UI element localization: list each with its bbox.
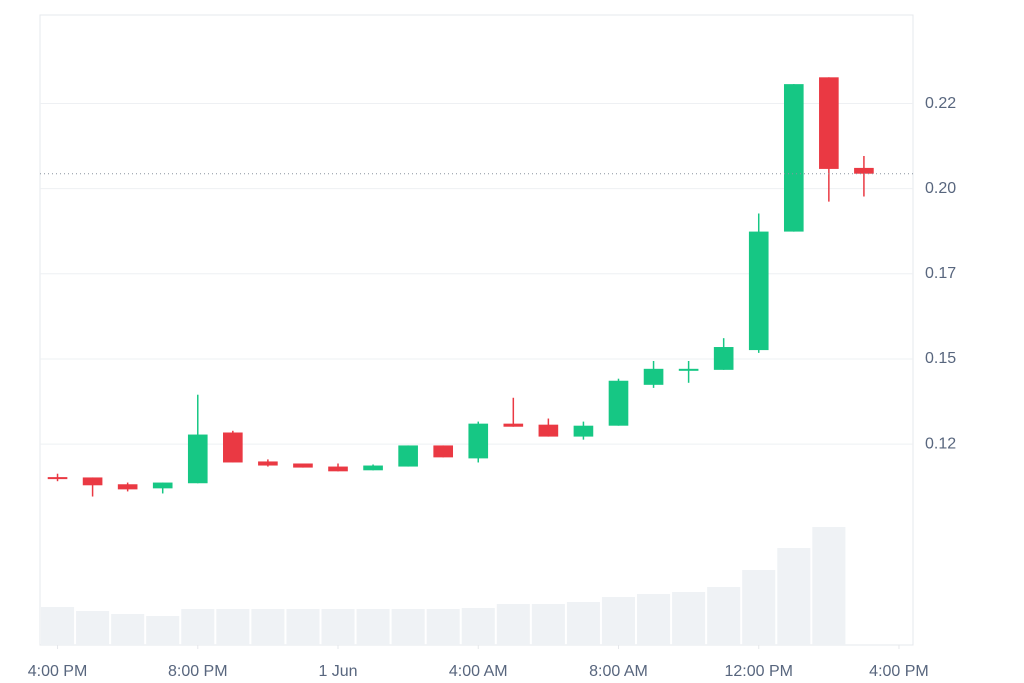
candle-body [223,432,243,463]
volume-bar [461,608,495,645]
candle-body [433,445,454,458]
candle-body [363,465,383,471]
volume-bar [286,609,320,645]
y-tick-label: 0.15 [925,350,956,367]
candle-body [573,425,594,437]
candle-body [503,423,524,427]
volume-bar [321,609,355,645]
candle-body [748,231,769,351]
volume-bar [251,609,285,645]
volume-bar [812,527,846,645]
x-tick-label: 12:00 PM [724,663,792,680]
volume-bar [601,597,636,645]
candle-body [187,434,208,484]
volume-bar [391,609,425,645]
volume-bar [146,616,180,645]
candle-body [819,77,839,169]
x-tick-label: 8:00 PM [168,663,228,680]
volume-bar [356,609,390,645]
y-tick-label: 0.12 [925,435,956,452]
candle-body [713,347,734,370]
volume-bar [181,609,215,645]
volume-bar [41,607,75,645]
candle-body [117,484,138,490]
candle-body [643,368,664,385]
candle-body [538,424,559,437]
x-tick-label: 4:00 PM [869,663,929,680]
volume-bar [216,609,250,645]
x-tick-label: 8:00 AM [589,663,648,680]
candle-body [678,368,699,371]
candle-body [783,84,804,232]
volume-bar [426,609,460,645]
candle-body [398,445,418,467]
volume-bar [566,602,600,645]
candle-body [328,466,348,472]
candle-body [608,380,629,426]
x-tick-label: 1 Jun [318,663,357,680]
volume-bar [637,594,671,645]
volume-bar [531,604,565,645]
volume-bar [777,548,811,645]
y-tick-label: 0.20 [925,180,956,197]
y-tick-label: 0.17 [925,265,956,282]
volume-bar [707,587,741,645]
candle-body [82,477,103,486]
volume-bar [672,592,706,645]
x-tick-label: 4:00 AM [449,663,508,680]
y-tick-label: 0.22 [925,95,956,112]
volume-bar [496,604,530,645]
candle-body [152,482,173,489]
x-tick-label: 4:00 PM [28,663,88,680]
candle-body [854,167,874,174]
volume-bar [76,611,110,645]
candle-body [47,477,68,480]
candle-body [468,423,489,459]
candle-body [293,463,313,468]
volume-bar [742,570,776,645]
volume-bar [111,614,145,645]
candle-body [258,461,278,466]
